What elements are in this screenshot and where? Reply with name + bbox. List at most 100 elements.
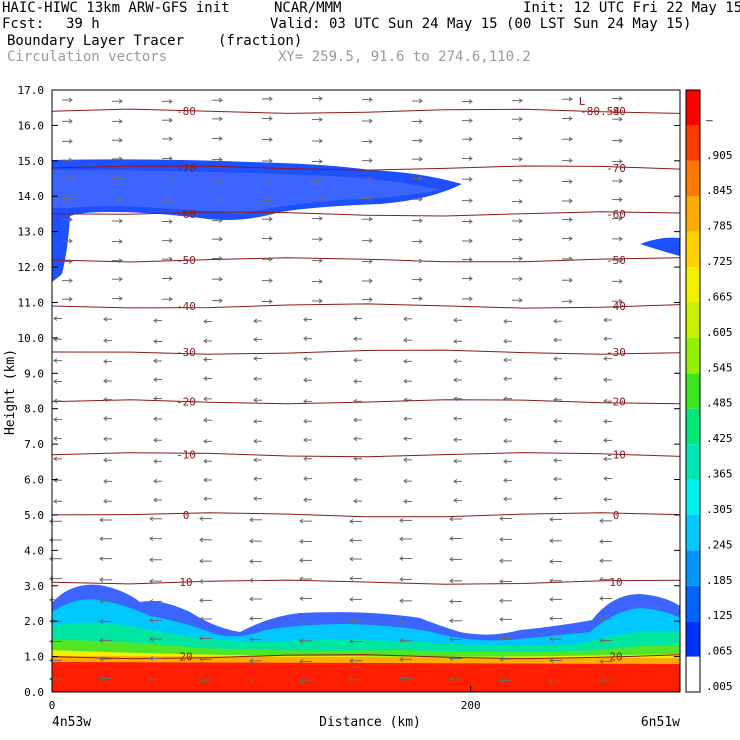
colorbar-swatch bbox=[686, 408, 700, 445]
vector-head bbox=[53, 316, 58, 321]
vector-head bbox=[618, 138, 623, 144]
vector-head bbox=[253, 476, 258, 482]
vector-head bbox=[568, 158, 573, 164]
vector-head bbox=[318, 236, 323, 242]
contour-line bbox=[51, 452, 681, 458]
contour-label: -80 bbox=[606, 105, 626, 118]
y-tick-label: 12.0 bbox=[18, 261, 45, 274]
vector-head bbox=[468, 176, 473, 182]
vector-head bbox=[149, 676, 154, 682]
vector-head bbox=[249, 616, 254, 621]
colorbar-label: .845 bbox=[706, 184, 733, 197]
vector-head bbox=[149, 578, 154, 584]
vector-head bbox=[453, 416, 458, 422]
vector-head bbox=[503, 438, 508, 444]
vector-head bbox=[299, 678, 304, 684]
vector-head bbox=[268, 216, 273, 222]
vector-head bbox=[468, 276, 473, 281]
colorbar-label: .065 bbox=[706, 645, 733, 658]
vector-head bbox=[449, 656, 454, 661]
vector-head bbox=[168, 238, 173, 244]
vector-head bbox=[118, 98, 123, 104]
vector-head bbox=[218, 218, 223, 224]
vector-head bbox=[268, 256, 273, 262]
contour-label: -10 bbox=[176, 449, 196, 462]
vector-head bbox=[349, 676, 354, 682]
contour-label: -60 bbox=[176, 208, 196, 221]
vector-head bbox=[368, 278, 373, 284]
y-axis-label: Height (km) bbox=[3, 349, 18, 435]
vector-head bbox=[318, 138, 323, 144]
vector-head bbox=[553, 476, 558, 482]
vector-head bbox=[99, 556, 104, 562]
vector-head bbox=[318, 178, 323, 184]
vector-head bbox=[549, 636, 554, 642]
vector-head bbox=[118, 176, 123, 181]
vector-head bbox=[299, 518, 304, 524]
vector-head bbox=[468, 136, 473, 142]
vector-head bbox=[499, 616, 504, 622]
colorbar-label: .545 bbox=[706, 361, 733, 374]
min-temp-label: -80.54 bbox=[580, 105, 620, 118]
colorbar-label: .725 bbox=[706, 255, 733, 268]
vector-head bbox=[303, 437, 308, 443]
vector-head bbox=[618, 96, 623, 101]
vector-head bbox=[303, 356, 308, 362]
vector-head bbox=[499, 598, 504, 604]
vector-head bbox=[468, 118, 473, 124]
vector-head bbox=[149, 617, 154, 623]
vector-head bbox=[418, 98, 423, 104]
vector-head bbox=[199, 558, 204, 564]
contour-label: 0 bbox=[613, 509, 620, 522]
vector-head bbox=[168, 98, 173, 104]
tracer-right-lobe bbox=[640, 237, 680, 256]
vector-head bbox=[599, 539, 604, 544]
vector-head bbox=[103, 316, 108, 322]
vector-head bbox=[268, 116, 273, 121]
vector-head bbox=[153, 358, 158, 364]
vector-head bbox=[268, 198, 273, 204]
circulation-vectors bbox=[49, 96, 623, 684]
vector-head bbox=[103, 478, 108, 484]
y-tick-label: 7.0 bbox=[24, 438, 44, 451]
vector-head bbox=[368, 139, 373, 144]
vector-head bbox=[53, 456, 58, 462]
vector-head bbox=[453, 458, 458, 464]
colorbar-label: .005 bbox=[706, 680, 733, 693]
vector-head bbox=[549, 679, 554, 684]
vector-head bbox=[299, 616, 304, 622]
vector-head bbox=[418, 138, 423, 144]
vector-head bbox=[68, 97, 73, 103]
vector-head bbox=[518, 136, 523, 141]
vector-head bbox=[603, 377, 608, 383]
vector-head bbox=[453, 479, 458, 484]
vector-head bbox=[153, 377, 158, 382]
vector-head bbox=[549, 578, 554, 584]
vector-head bbox=[518, 156, 523, 162]
colorbar-swatch bbox=[686, 514, 700, 551]
vector-head bbox=[68, 138, 73, 144]
field-units: (fraction) bbox=[218, 33, 303, 49]
vector-head bbox=[449, 636, 454, 642]
y-tick-label: 8.0 bbox=[24, 403, 44, 416]
vector-head bbox=[303, 476, 308, 482]
vector-head bbox=[253, 496, 258, 502]
vector-head bbox=[468, 99, 473, 104]
vector-head bbox=[168, 219, 173, 224]
y-tick-label: 9.0 bbox=[24, 367, 44, 380]
vector-head bbox=[518, 297, 523, 303]
vector-head bbox=[603, 437, 608, 443]
vector-head bbox=[203, 438, 208, 444]
colorbar-swatch bbox=[686, 373, 700, 409]
contour-label: -80 bbox=[176, 105, 196, 118]
vector-head bbox=[268, 278, 273, 284]
vector-head bbox=[618, 298, 623, 304]
vector-head bbox=[153, 478, 158, 484]
colorbar-label: .365 bbox=[706, 468, 733, 481]
vector-head bbox=[468, 219, 473, 224]
vector-head bbox=[68, 196, 73, 201]
vector-head bbox=[353, 417, 358, 423]
y-tick-label: 2.0 bbox=[24, 615, 44, 628]
vector-head bbox=[118, 239, 123, 244]
vector-head bbox=[403, 378, 408, 384]
